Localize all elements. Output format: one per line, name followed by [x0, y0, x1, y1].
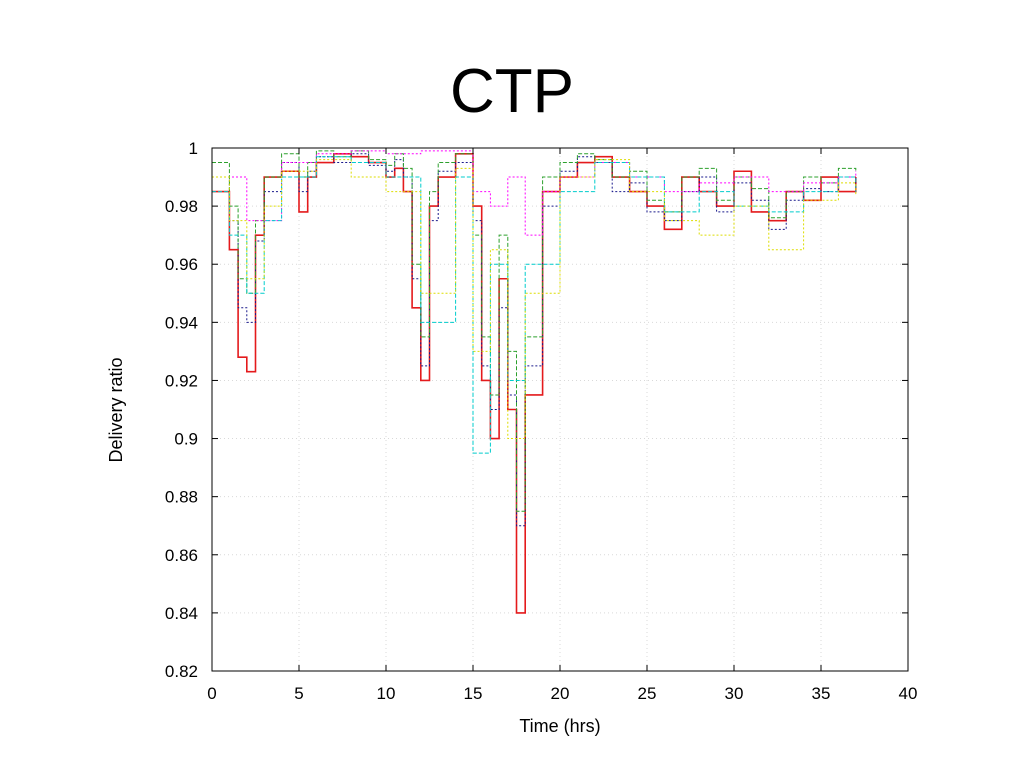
x-tick-label-0: 0	[207, 684, 216, 703]
y-tick-label-0: 0.82	[165, 662, 198, 681]
x-tick-label-7: 35	[812, 684, 831, 703]
x-tick-label-2: 10	[377, 684, 396, 703]
series-line-4	[212, 156, 857, 454]
x-tick-label-4: 20	[551, 684, 570, 703]
y-tick-label-2: 0.86	[165, 546, 198, 565]
y-tick-label-7: 0.96	[165, 255, 198, 274]
x-tick-label-6: 30	[725, 684, 744, 703]
x-tick-label-1: 5	[294, 684, 303, 703]
x-axis-label: Time (hrs)	[519, 716, 600, 736]
series-line-5	[212, 159, 857, 440]
y-tick-label-6: 0.94	[165, 313, 198, 332]
y-tick-label-5: 0.92	[165, 371, 198, 390]
y-tick-label-8: 0.98	[165, 197, 198, 216]
x-tick-label-3: 15	[464, 684, 483, 703]
y-tick-label-1: 0.84	[165, 604, 198, 623]
series-line-1	[212, 153, 857, 527]
slide-title: CTP	[450, 57, 574, 126]
axes: 0 5 10 15 20 25 30 35 40 0.82 0.84 0.86 0.88 0.9 0.92 0…	[165, 139, 918, 703]
series-group	[212, 150, 857, 614]
series-line-0	[212, 153, 857, 614]
y-axis-label: Delivery ratio	[106, 357, 126, 462]
x-tick-label-5: 25	[638, 684, 657, 703]
series-line-2	[212, 150, 857, 512]
y-tick-label-3: 0.88	[165, 488, 198, 507]
series-line-3	[212, 150, 857, 236]
y-tick-label-4: 0.9	[174, 430, 198, 449]
x-tick-label-8: 40	[899, 684, 918, 703]
y-tick-label-9: 1	[189, 139, 198, 158]
